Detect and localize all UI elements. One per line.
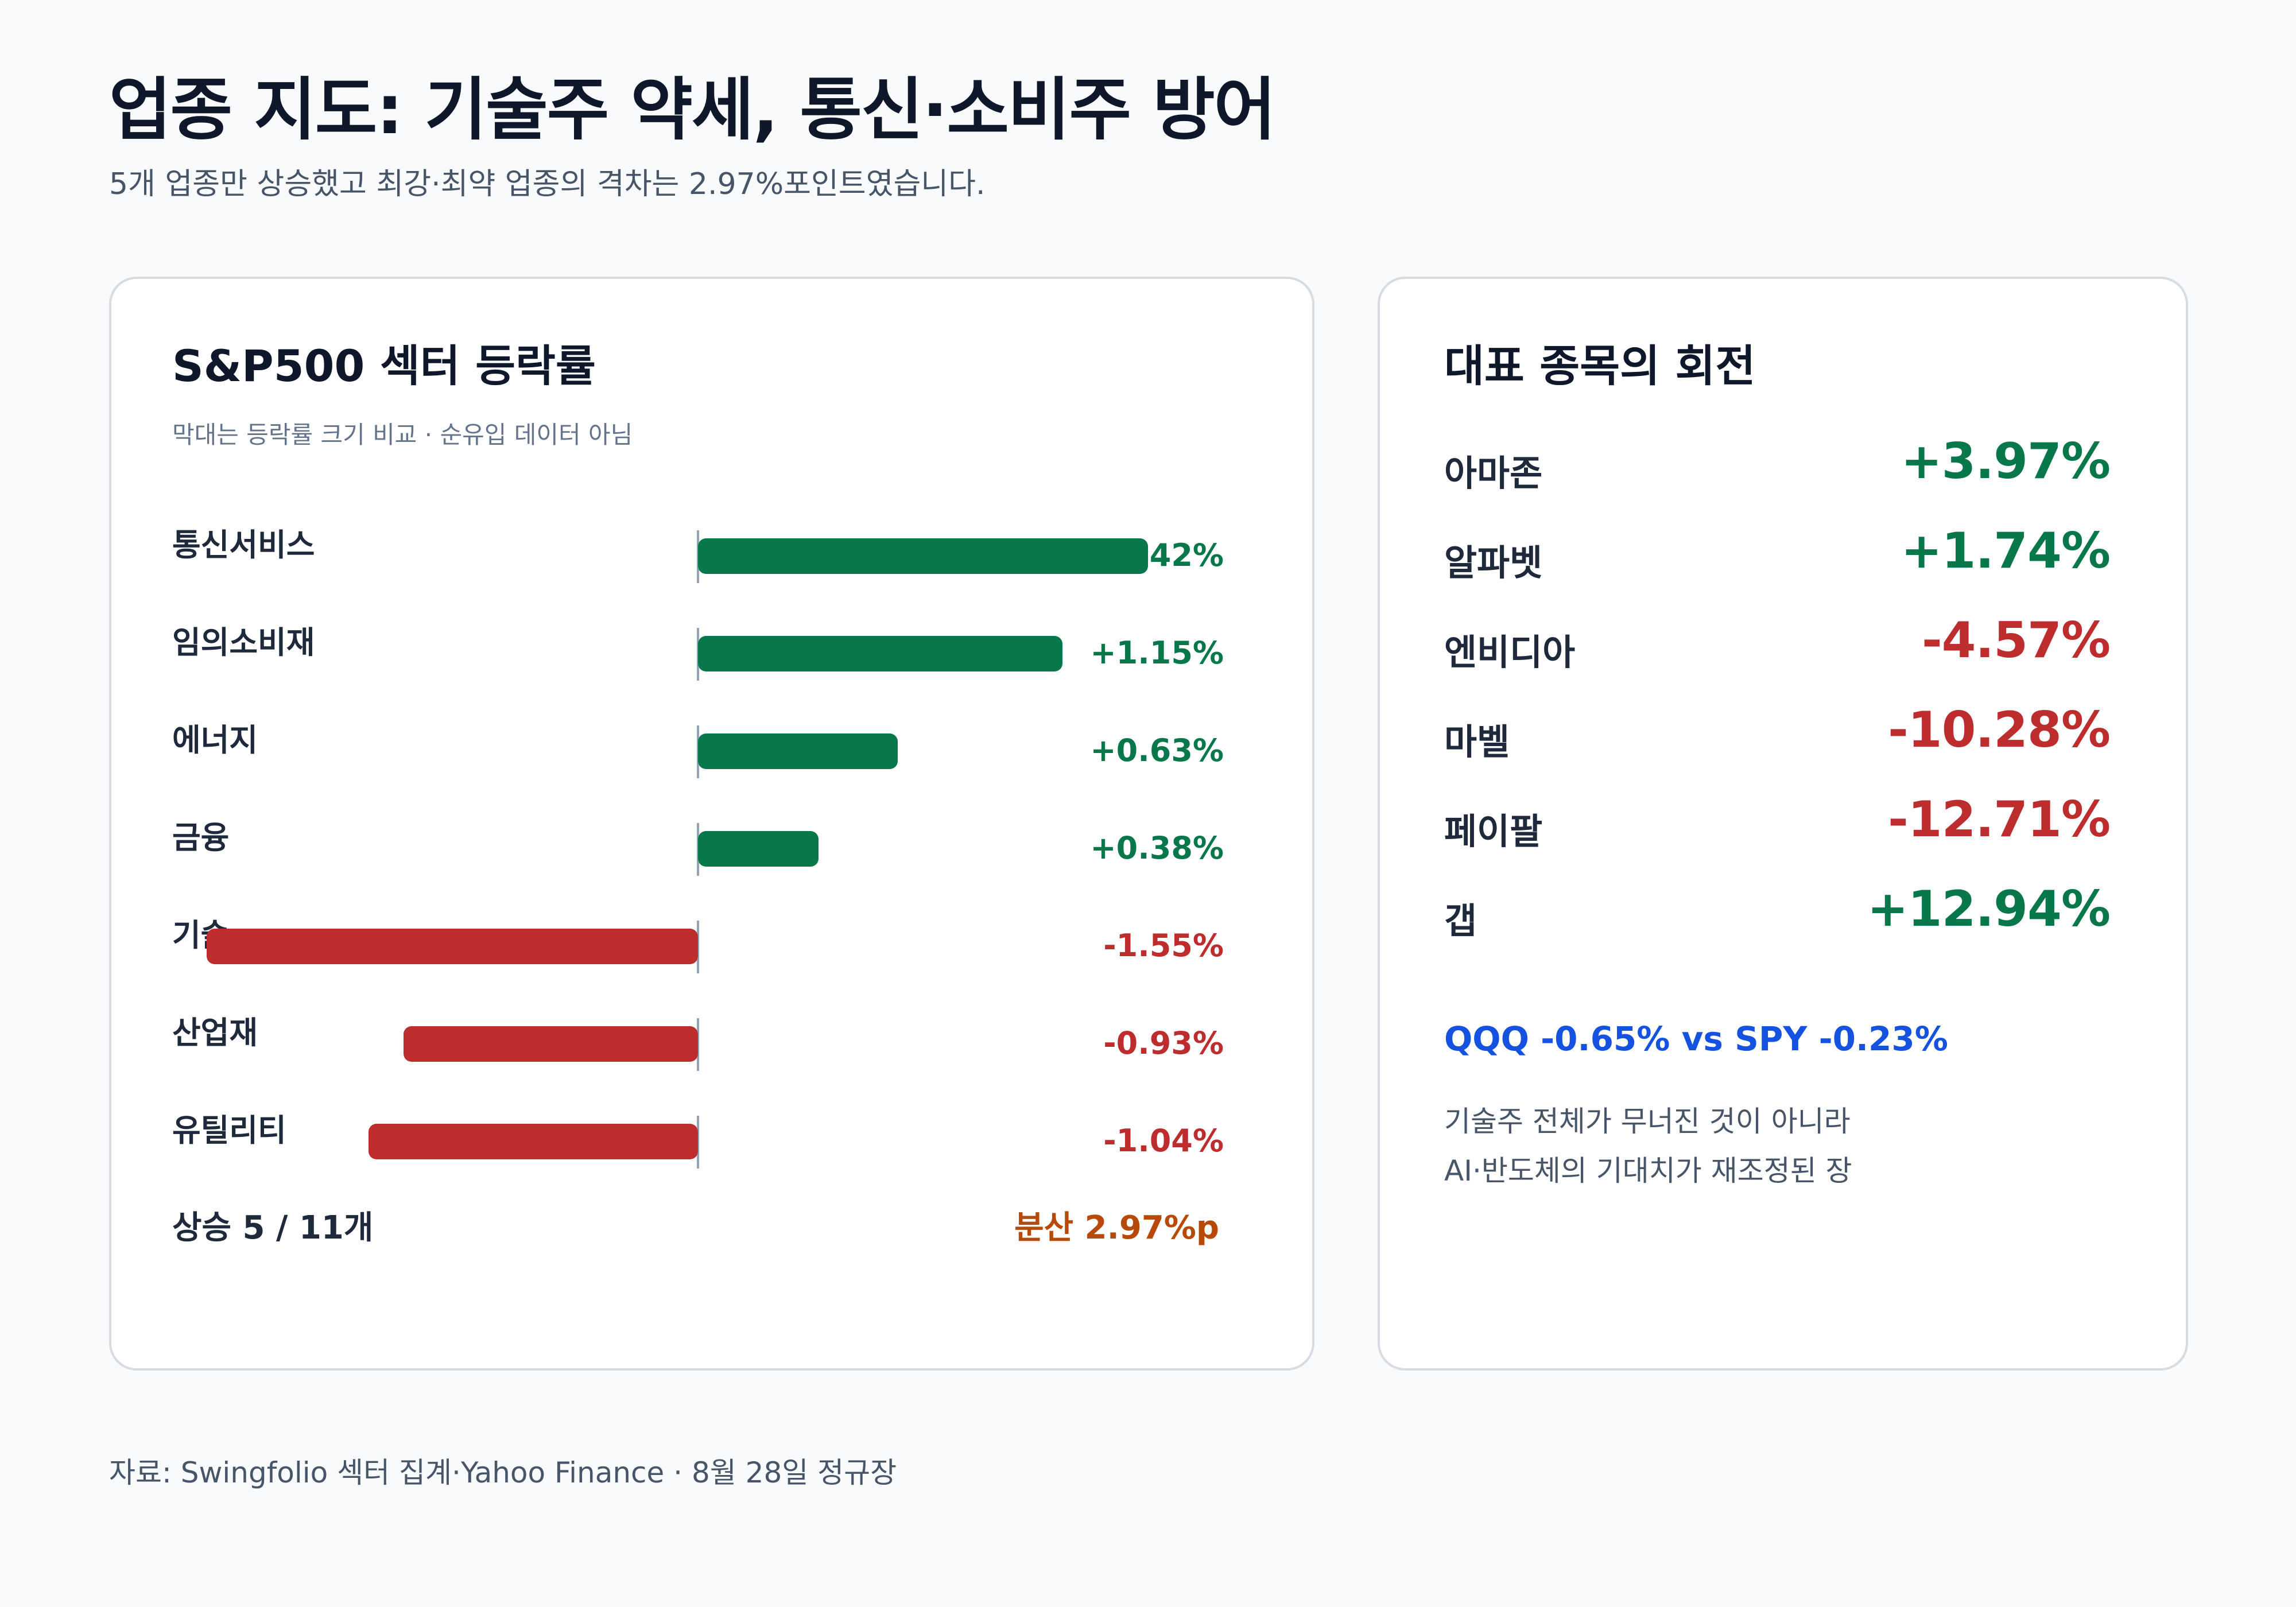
sector-value-label: -1.04% (1103, 1123, 1224, 1159)
sector-value-label: +0.63% (1090, 732, 1224, 768)
stock-change: +3.97% (1901, 433, 2111, 490)
sector-bar (403, 1026, 698, 1062)
stock-change: +12.94% (1867, 880, 2111, 938)
stock-name: 엔비디아 (1444, 631, 1576, 673)
stock-row: 엔비디아 -4.57% (1444, 612, 2111, 673)
sector-bar (698, 538, 1148, 574)
source-footnote: 자료: Swingfolio 섹터 집계·Yahoo Finance · 8월 … (109, 1456, 897, 1489)
sector-value-label: +1.42% (1090, 537, 1224, 573)
sector-bar (368, 1124, 698, 1159)
stock-name: 마벨 (1444, 721, 1510, 763)
stocks-title: 대표 종목의 회전 (1444, 340, 1756, 391)
sector-chart-card: S&P500 섹터 등락률 막대는 등락률 크기 비교 · 순유입 데이터 아님… (109, 277, 1314, 1371)
stock-name: 아마존 (1444, 452, 1543, 494)
stocks-note-line-2: AI·반도체의 기대치가 재조정된 장 (1444, 1154, 1852, 1187)
stocks-note-line-1: 기술주 전체가 무너진 것이 아니라 (1444, 1105, 1851, 1138)
stock-name: 알파벳 (1444, 542, 1543, 584)
sector-bar-chart: 통신서비스 +1.42% 임의소비재 +1.15% 에너지 +0.63% 금융 +0.38% 기… (111, 279, 1317, 1373)
sector-bar (207, 929, 698, 964)
sector-label: 에너지 (172, 722, 258, 758)
sector-value-label: -0.93% (1103, 1025, 1224, 1061)
stock-change: +1.74% (1901, 522, 2111, 580)
sector-value-label: -1.55% (1103, 927, 1224, 964)
sector-label: 통신서비스 (172, 527, 315, 563)
stock-row: 페이팔 -12.71% (1444, 791, 2111, 852)
stock-row: 갭 +12.94% (1444, 880, 2111, 942)
zero-axis-tick (697, 1116, 699, 1169)
stocks-card: 대표 종목의 회전 아마존 +3.97% 알파벳 +1.74% 엔비디아 -4.57% 마벨… (1378, 277, 2188, 1371)
stock-row: 마벨 -10.28% (1444, 701, 2111, 763)
zero-axis-tick (697, 1018, 699, 1071)
sector-value-label: +0.38% (1090, 830, 1224, 866)
zero-axis-tick (697, 921, 699, 973)
page-subtitle: 5개 업종만 상승했고 최강·최약 업종의 격차는 2.97%포인트였습니다. (109, 167, 986, 201)
stock-change: -12.71% (1888, 791, 2111, 848)
stock-change: -10.28% (1888, 701, 2111, 759)
sector-value-label: +1.15% (1090, 635, 1224, 671)
sector-chart-note: 막대는 등락률 크기 비교 · 순유입 데이터 아님 (172, 421, 633, 449)
sector-label: 임의소비재 (172, 624, 315, 661)
sector-bar (698, 733, 898, 769)
stock-name: 갭 (1444, 900, 1477, 942)
advancers-summary: 상승 5 / 11개 (172, 1209, 374, 1247)
sector-bar (698, 636, 1062, 671)
sector-label: 유틸리티 (172, 1112, 286, 1148)
stock-change: -4.57% (1921, 612, 2111, 669)
spread-summary: 분산 2.97%p (1014, 1209, 1219, 1247)
stock-name: 페이팔 (1444, 810, 1543, 852)
etf-comparison: QQQ -0.65% vs SPY -0.23% (1444, 1019, 1948, 1058)
sector-chart-title: S&P500 섹터 등락률 (172, 340, 596, 391)
stock-row: 알파벳 +1.74% (1444, 522, 2111, 584)
sector-bar (698, 831, 819, 867)
sector-label: 산업재 (172, 1015, 258, 1051)
sector-label: 금융 (172, 820, 230, 856)
page-title: 업종 지도: 기술주 약세, 통신·소비주 방어 (109, 70, 1276, 149)
stock-row: 아마존 +3.97% (1444, 433, 2111, 494)
